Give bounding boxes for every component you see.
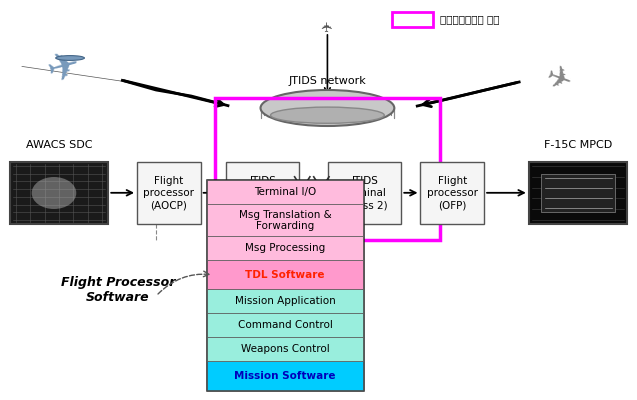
Ellipse shape — [271, 107, 384, 123]
Text: 전술데이터링크 범위: 전술데이터링크 범위 — [440, 14, 499, 24]
Text: Msg Processing: Msg Processing — [245, 243, 325, 254]
Text: Terminal I/O: Terminal I/O — [254, 187, 316, 198]
Bar — [215, 98, 440, 240]
Bar — [207, 180, 363, 204]
Bar — [420, 162, 484, 224]
Text: Flight
processor
(OFP): Flight processor (OFP) — [427, 176, 478, 210]
Text: JTIDS
terminal
(Class 2): JTIDS terminal (Class 2) — [342, 176, 387, 210]
Text: Mission Software: Mission Software — [234, 370, 336, 381]
Bar — [529, 162, 627, 224]
Ellipse shape — [32, 177, 76, 209]
Text: ✈: ✈ — [43, 46, 84, 90]
Bar — [207, 337, 363, 361]
Text: Weapons Control: Weapons Control — [241, 344, 329, 354]
Bar — [207, 180, 363, 390]
Text: F-15C MPCD: F-15C MPCD — [544, 140, 613, 150]
Text: ✈: ✈ — [320, 20, 334, 32]
Bar — [10, 162, 108, 224]
Bar — [207, 313, 363, 337]
Text: JTIDS network: JTIDS network — [289, 76, 366, 86]
Bar — [207, 289, 363, 313]
Ellipse shape — [56, 56, 84, 60]
Text: Flight
processor
(AOCP): Flight processor (AOCP) — [143, 176, 194, 210]
Ellipse shape — [261, 90, 394, 126]
Bar — [541, 174, 615, 212]
Text: AWACS SDC: AWACS SDC — [26, 140, 92, 150]
Text: Flight Processor
Software: Flight Processor Software — [61, 276, 175, 304]
Bar — [328, 162, 401, 224]
Bar — [392, 12, 433, 27]
Text: JTIDS
terminal
(Class 2H): JTIDS terminal (Class 2H) — [236, 176, 289, 210]
Bar — [207, 260, 363, 289]
Bar — [226, 162, 299, 224]
Text: Command Control: Command Control — [238, 320, 333, 330]
Bar — [207, 236, 363, 260]
Text: ✈: ✈ — [540, 62, 575, 98]
Bar — [207, 361, 363, 390]
Bar — [207, 204, 363, 236]
Text: TDL Software: TDL Software — [245, 270, 325, 280]
Bar — [137, 162, 201, 224]
Text: Mission Application: Mission Application — [234, 296, 336, 306]
Text: Msg Translation &
Forwarding: Msg Translation & Forwarding — [239, 210, 331, 231]
